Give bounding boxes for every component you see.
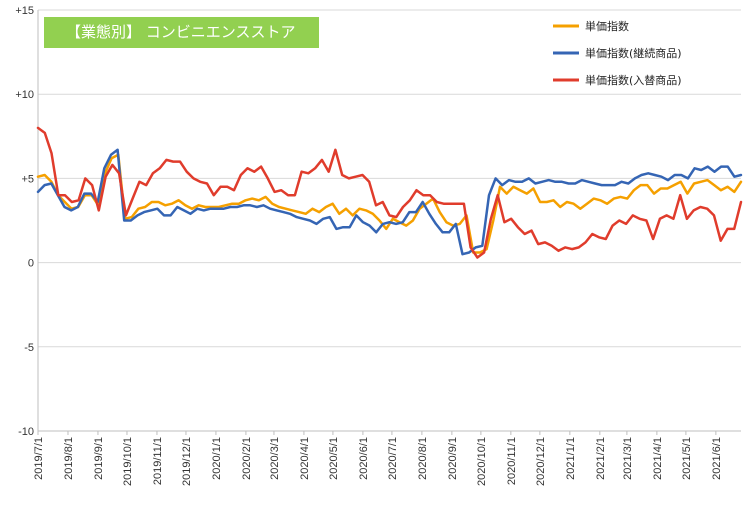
x-tick-labels: 2019/7/1 2019/8/1 2019/9/1 2019/10/1 2019/11… [33, 437, 723, 486]
y-tick-labels: +15 +10 +5 0 -5 -10 [15, 5, 34, 438]
x-tick-label: 2021/2/1 [595, 437, 607, 480]
chart-title: 【業態別】 コンビニエンスストア [44, 17, 319, 48]
x-tick-label: 2020/11/1 [506, 437, 518, 485]
gridlines [38, 9, 741, 348]
x-tick-label: 2019/11/1 [152, 437, 164, 485]
x-tick-label: 2020/9/1 [447, 437, 459, 480]
x-tick-label: 2020/6/1 [358, 437, 370, 480]
y-tick-label: -5 [24, 342, 34, 354]
y-tick-label: +15 [15, 5, 34, 17]
series-line-3 [36, 126, 743, 259]
series-lines [36, 126, 743, 259]
x-tick-label: 2021/6/1 [711, 437, 723, 480]
x-tick-label: 2021/5/1 [681, 437, 693, 480]
x-tick-label: 2019/9/1 [93, 437, 105, 480]
legend-label: 単価指数(入替商品) [585, 73, 682, 87]
x-tick-label: 2019/7/1 [33, 437, 45, 480]
x-tick-label: 2019/10/1 [122, 437, 134, 486]
x-tick-label: 2019/8/1 [63, 437, 75, 480]
x-tick-label: 2020/2/1 [241, 437, 253, 480]
x-tick-label: 2021/3/1 [622, 437, 634, 480]
x-tick-label: 2020/8/1 [417, 437, 429, 480]
x-tick-label: 2020/3/1 [269, 437, 281, 480]
x-tick-label: 2020/4/1 [299, 437, 311, 480]
x-tick-label: 2019/12/1 [181, 437, 193, 486]
x-tick-label: 2021/1/1 [565, 437, 577, 480]
legend-label: 単価指数(継続商品) [585, 46, 682, 60]
y-tick-label: +10 [15, 89, 34, 101]
x-tick-label: 2020/7/1 [387, 437, 399, 480]
series-line-1 [36, 153, 743, 254]
legend-label: 単価指数 [585, 19, 629, 33]
y-tick-label: +5 [21, 173, 34, 185]
y-tick-label: -10 [18, 426, 34, 438]
axes [37, 10, 741, 435]
x-tick-label: 2020/12/1 [535, 437, 547, 486]
x-tick-label: 2021/4/1 [652, 437, 664, 480]
y-tick-label: 0 [28, 258, 34, 270]
x-tick-label: 2020/10/1 [476, 437, 488, 486]
x-tick-label: 2020/1/1 [211, 437, 223, 480]
series-line-2 [36, 148, 743, 256]
x-tick-label: 2020/5/1 [328, 437, 340, 480]
